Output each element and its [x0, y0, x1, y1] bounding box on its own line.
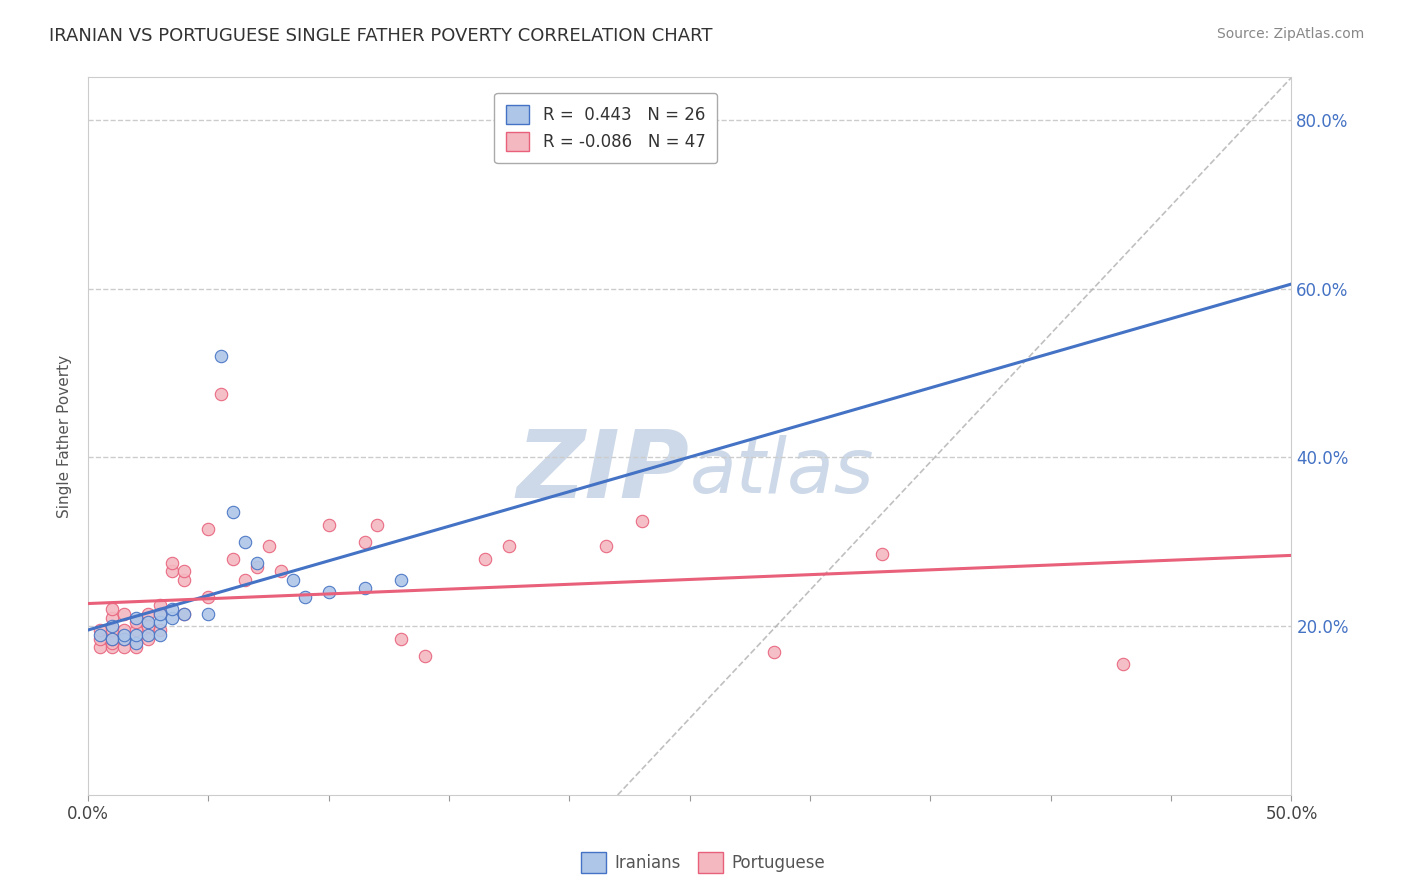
Point [221, 505, 243, 519]
Point [149, 607, 172, 621]
Point [281, 573, 304, 587]
Point [125, 615, 148, 629]
Point [498, 539, 520, 553]
Point [101, 611, 124, 625]
Point [112, 632, 135, 646]
Point [630, 514, 652, 528]
Point [125, 627, 148, 641]
Point [173, 565, 195, 579]
Point [89, 640, 111, 655]
Point [233, 573, 256, 587]
Point [112, 632, 135, 646]
Point [221, 551, 243, 566]
Point [413, 648, 436, 663]
Point [101, 640, 124, 655]
Point [197, 590, 219, 604]
Point [101, 619, 124, 633]
Point [112, 640, 135, 655]
Point [474, 551, 496, 566]
Point [257, 539, 280, 553]
Point [89, 632, 111, 646]
Point [136, 632, 159, 646]
Legend: R =  0.443   N = 26, R = -0.086   N = 47: R = 0.443 N = 26, R = -0.086 N = 47 [494, 93, 717, 163]
Point [136, 615, 159, 629]
Point [101, 624, 124, 638]
Point [136, 619, 159, 633]
Point [149, 598, 172, 612]
Point [197, 522, 219, 536]
Point [125, 636, 148, 650]
Point [149, 607, 172, 621]
Point [318, 517, 340, 532]
Point [354, 581, 377, 595]
Point [125, 611, 148, 625]
Point [162, 565, 184, 579]
Point [763, 644, 786, 658]
Point [173, 607, 195, 621]
Point [136, 607, 159, 621]
Point [389, 632, 412, 646]
Point [149, 627, 172, 641]
Point [125, 640, 148, 655]
Point [389, 573, 412, 587]
Text: Source: ZipAtlas.com: Source: ZipAtlas.com [1216, 27, 1364, 41]
Point [294, 590, 316, 604]
Point [162, 556, 184, 570]
Point [101, 636, 124, 650]
Point [366, 517, 388, 532]
Point [209, 349, 232, 363]
Point [125, 624, 148, 638]
Point [354, 534, 377, 549]
Point [101, 602, 124, 616]
Point [270, 565, 292, 579]
Point [246, 556, 269, 570]
Point [149, 615, 172, 629]
Point [173, 573, 195, 587]
Point [197, 607, 219, 621]
Legend: Iranians, Portuguese: Iranians, Portuguese [575, 846, 831, 880]
Point [595, 539, 617, 553]
Point [246, 560, 269, 574]
Point [173, 607, 195, 621]
Point [136, 627, 159, 641]
Point [101, 632, 124, 646]
Point [112, 624, 135, 638]
Text: ZIP: ZIP [517, 426, 690, 518]
Point [112, 627, 135, 641]
Point [112, 607, 135, 621]
Point [101, 632, 124, 646]
Point [233, 534, 256, 549]
Point [162, 611, 184, 625]
Point [318, 585, 340, 599]
Point [149, 624, 172, 638]
Point [872, 548, 894, 562]
Point [162, 602, 184, 616]
Text: atlas: atlas [690, 435, 875, 509]
Y-axis label: Single Father Poverty: Single Father Poverty [58, 355, 72, 518]
Point [1112, 657, 1135, 672]
Text: IRANIAN VS PORTUGUESE SINGLE FATHER POVERTY CORRELATION CHART: IRANIAN VS PORTUGUESE SINGLE FATHER POVE… [49, 27, 713, 45]
Point [89, 627, 111, 641]
Point [209, 387, 232, 401]
Point [89, 624, 111, 638]
